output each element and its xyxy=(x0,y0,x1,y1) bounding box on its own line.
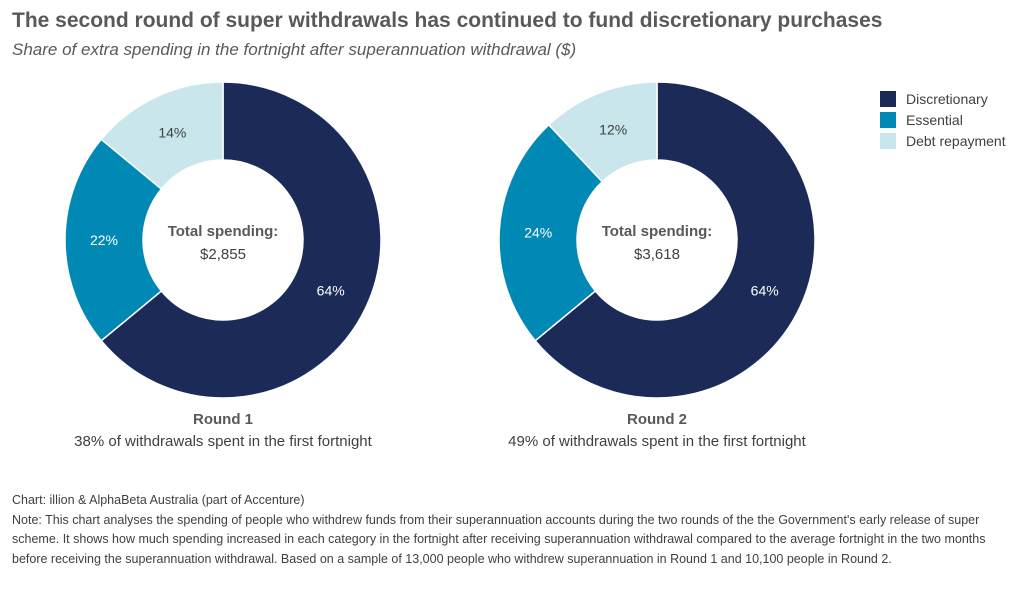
slice-label-discretionary: 64% xyxy=(317,283,345,299)
slice-essential xyxy=(64,138,163,342)
chart-subtitle: Share of extra spending in the fortnight… xyxy=(12,40,577,59)
chart-footer: Chart: illion & AlphaBeta Australia (par… xyxy=(12,491,1017,569)
slice-discretionary xyxy=(534,81,816,399)
center-value: $2,855 xyxy=(200,246,246,263)
round-1-subtitle: 38% of withdrawals spent in the first fo… xyxy=(74,433,372,450)
slice-discretionary xyxy=(100,81,382,399)
legend-label-discretionary: Discretionary xyxy=(906,90,988,107)
legend-swatch-essential xyxy=(880,111,896,128)
center-label: Total spending: xyxy=(168,223,279,240)
chart-title: The second round of super withdrawals ha… xyxy=(12,9,883,32)
slice-label-debt-repayment: 12% xyxy=(599,121,627,137)
slice-debt-repayment xyxy=(547,81,658,183)
legend-label-essential: Essential xyxy=(906,111,963,128)
slice-debt-repayment xyxy=(100,81,224,191)
slice-label-discretionary: 64% xyxy=(751,283,779,299)
legend-label-debt-repayment: Debt repayment xyxy=(906,132,1006,149)
donut-chart-round-1: 64% 22% 14% Total spending: $2,855 xyxy=(64,81,382,399)
center-value: $3,618 xyxy=(634,246,680,263)
slice-label-essential: 22% xyxy=(90,232,118,248)
legend-item-discretionary: Discretionary xyxy=(880,88,1006,109)
legend-item-essential: Essential xyxy=(880,109,1006,130)
legend-swatch-discretionary xyxy=(880,90,896,107)
legend-item-debt-repayment: Debt repayment xyxy=(880,130,1006,151)
chart-legend: Discretionary Essential Debt repayment xyxy=(880,88,1006,151)
slice-label-essential: 24% xyxy=(524,225,552,241)
source-note: Chart: illion & AlphaBeta Australia (par… xyxy=(12,493,305,507)
round-2-subtitle: 49% of withdrawals spent in the first fo… xyxy=(508,433,806,450)
center-label: Total spending: xyxy=(602,223,713,240)
slice-label-debt-repayment: 14% xyxy=(158,124,186,140)
round-1-title: Round 1 xyxy=(193,411,253,428)
methodology-note: Note: This chart analyses the spending o… xyxy=(12,512,986,566)
round-2-title: Round 2 xyxy=(627,411,687,428)
legend-swatch-debt-repayment xyxy=(880,132,896,149)
slice-essential xyxy=(498,123,604,342)
donut-chart-round-2: 64% 24% 12% Total spending: $3,618 xyxy=(498,81,816,399)
